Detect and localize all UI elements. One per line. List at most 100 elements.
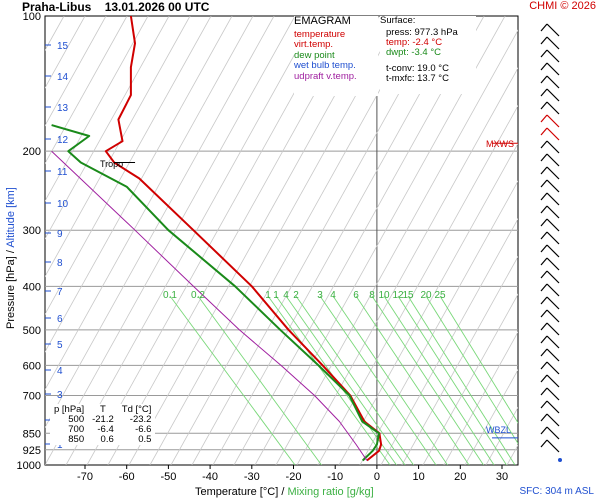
dry-adiabat-line — [464, 368, 518, 465]
altitude-tick-label: 1 — [57, 440, 63, 451]
wind-barb-flag — [540, 283, 548, 292]
dry-adiabat-line — [443, 331, 518, 465]
wind-barb-flag — [540, 348, 548, 357]
altitude-tick-label: 10 — [57, 199, 69, 210]
series-udpraft-v-temp- — [51, 150, 368, 461]
mixing-ratio-label: 1 — [265, 290, 271, 301]
pressure-tick-label: 600 — [23, 360, 41, 372]
dry-adiabat-line — [0, 16, 1, 465]
table-cell: -6.4 — [97, 424, 114, 435]
dry-adiabat-line — [591, 16, 600, 465]
table-cell: 500 — [68, 414, 85, 425]
wind-barb-flag — [540, 23, 548, 32]
altitude-tick-label: 9 — [57, 229, 63, 240]
dry-adiabat-line — [338, 142, 518, 465]
mixing-ratio-label: 6 — [353, 290, 359, 301]
table-header-p: p [hPa] — [54, 404, 85, 415]
wind-barb-flag — [540, 36, 548, 45]
pressure-tick-label: 200 — [23, 146, 41, 158]
x-tick-label: 10 — [412, 471, 424, 483]
wind-barb-flag — [540, 296, 548, 305]
wind-barb — [546, 166, 560, 180]
mixing-ratio-line — [383, 295, 495, 465]
dry-adiabat-line — [45, 16, 191, 278]
legend-virt-temp: virt.temp. — [294, 39, 334, 50]
altitude-tick-label: 5 — [57, 340, 63, 351]
mxws-label: MXWS — [486, 139, 514, 149]
surface-wind-dot — [558, 458, 562, 462]
mixing-ratio-label: 8 — [369, 290, 375, 301]
pressure-tick-label: 500 — [23, 325, 41, 337]
wind-barb — [546, 387, 560, 401]
surface-title: Surface: — [380, 15, 416, 26]
mixing-ratio-label: 0.1 — [163, 290, 177, 301]
table-row: 850 0.6 0.5 — [50, 435, 155, 445]
mixing-ratio-line — [169, 295, 296, 465]
wbzl-label: WBZL — [486, 425, 512, 435]
altitude-tick-label: 7 — [57, 287, 63, 298]
y-axis-label: Pressure [hPa] / Altitude [km] — [5, 187, 17, 329]
wind-barb-flag — [540, 127, 548, 136]
table-header-t: T — [100, 404, 106, 415]
wind-barb — [546, 244, 560, 258]
dry-adiabat-line — [296, 67, 518, 465]
wind-barb-flag — [540, 361, 548, 370]
altitude-tick-label: 15 — [57, 41, 69, 52]
mixing-ratio-line — [285, 295, 406, 465]
wind-barb-flag — [540, 75, 548, 84]
dry-adiabat-line — [170, 16, 422, 465]
dry-adiabat-line — [45, 16, 275, 429]
wind-barb — [546, 140, 560, 154]
legend: EMAGRAM temperature virt.temp. dew point… — [294, 16, 378, 96]
altitude-tick-label: 3 — [57, 390, 63, 401]
altitude-tick-label: 6 — [57, 314, 63, 325]
table-cell: 0.6 — [100, 434, 114, 445]
wind-barb — [546, 153, 560, 167]
dry-adiabat-line — [528, 16, 600, 465]
dry-adiabat-line — [401, 255, 518, 465]
dry-adiabat-line — [45, 16, 107, 127]
table-cell: 0.5 — [138, 434, 152, 445]
copyright: CHMI © 2026 — [529, 0, 596, 12]
x-tick-label: -50 — [160, 471, 176, 483]
mixing-ratio-label: 3 — [317, 290, 323, 301]
mixing-ratio-line — [295, 295, 414, 465]
wind-barb-flag — [540, 322, 548, 331]
pressure-tick-label: 300 — [23, 225, 41, 237]
mixing-ratio-line — [355, 295, 470, 465]
legend-dew-point: dew point — [294, 49, 335, 61]
wind-barb — [546, 88, 560, 102]
dry-adiabat-line — [570, 16, 600, 465]
surface-info: Surface: press: 977.3 hPa temp: -2.4 °C … — [380, 16, 476, 94]
wind-barb — [546, 75, 560, 89]
pressure-tick-label: 700 — [23, 390, 41, 402]
pressure-tick-label: 400 — [23, 281, 41, 293]
wind-barb — [546, 322, 560, 336]
x-tick-label: -20 — [286, 471, 302, 483]
x-tick-label: -60 — [119, 471, 135, 483]
wind-barb — [546, 309, 560, 323]
wind-barb-flag — [540, 218, 548, 227]
surface-press: press: 977.3 hPa — [386, 27, 458, 38]
wind-barb-flag — [540, 270, 548, 279]
mixing-ratio-label: 25 — [434, 290, 446, 301]
wind-barb — [546, 205, 560, 219]
level-table: p [hPa] T Td [°C] 500 -21.2 -23.2 700 -6… — [50, 404, 156, 445]
table-row: 500 -21.2 -23.2 — [50, 415, 155, 425]
wind-barb — [546, 270, 560, 284]
mixing-ratio-line — [197, 295, 322, 465]
mixing-ratio-label: 4 — [283, 290, 289, 301]
wind-barb — [546, 426, 560, 440]
legend-temperature: temperature — [294, 28, 346, 40]
dry-adiabat-line — [45, 16, 233, 353]
x-label-mixing: Mixing ratio [g/kg] — [287, 486, 374, 498]
altitude-tick-label: 11 — [57, 167, 68, 178]
wind-barb — [546, 335, 560, 349]
dry-adiabat-line — [45, 16, 254, 391]
mixing-ratio-line — [425, 295, 518, 445]
x-tick-label: 20 — [454, 471, 466, 483]
dry-adiabat-line — [45, 16, 128, 165]
surface-tconv: t-conv: 19.0 °C — [386, 63, 449, 74]
altitude-tick-label: 13 — [57, 103, 69, 114]
wind-barb-flag — [540, 335, 548, 344]
